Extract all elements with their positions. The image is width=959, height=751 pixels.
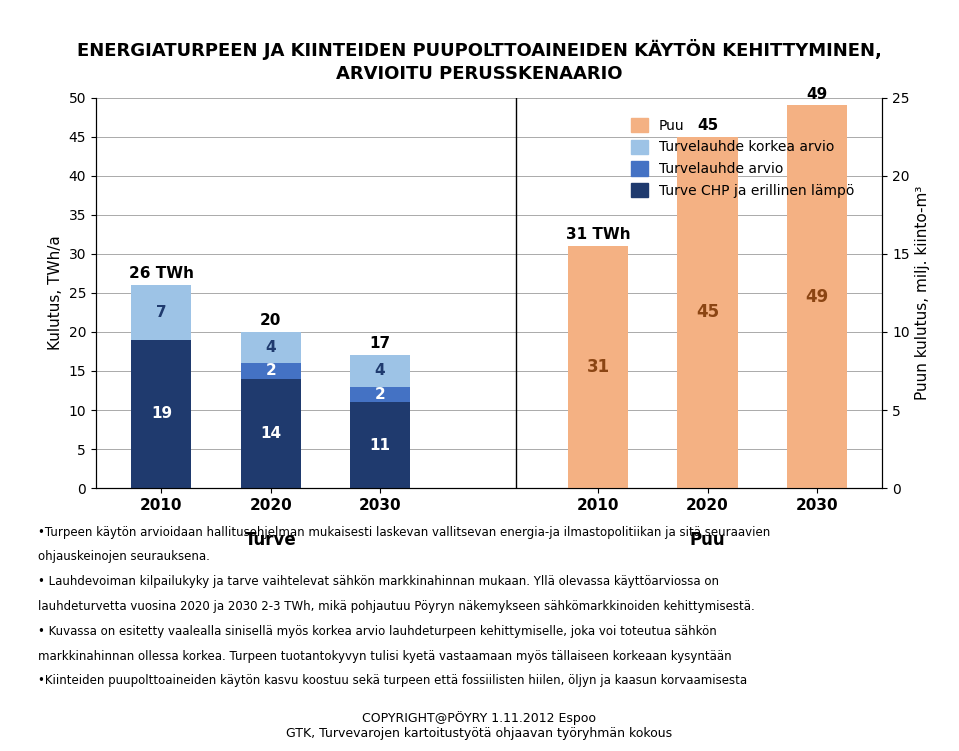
Text: markkinahinnan ollessa korkea. Turpeen tuotantokyvyn tulisi kyetä vastaamaan myö: markkinahinnan ollessa korkea. Turpeen t…: [38, 650, 732, 662]
Bar: [131, 339, 192, 488]
Bar: [131, 285, 192, 339]
Text: 2: 2: [266, 363, 276, 379]
Text: GTK, Turvevarojen kartoitustyötä ohjaavan työryhmän kokous: GTK, Turvevarojen kartoitustyötä ohjaava…: [287, 727, 672, 740]
Y-axis label: Kulutus, TWh/a: Kulutus, TWh/a: [48, 236, 63, 350]
Text: 31: 31: [587, 358, 610, 376]
Text: Turve: Turve: [245, 531, 296, 549]
Bar: [350, 387, 409, 403]
Text: 11: 11: [369, 438, 390, 453]
Text: 45: 45: [697, 118, 718, 133]
Text: Puu: Puu: [690, 531, 725, 549]
Bar: [241, 379, 301, 488]
Text: COPYRIGHT@PÖYRY 1.11.2012 Espoo: COPYRIGHT@PÖYRY 1.11.2012 Espoo: [363, 710, 596, 725]
Bar: [350, 403, 409, 488]
Text: •Kiinteiden puupolttoaineiden käytön kasvu koostuu sekä turpeen että fossiiliste: •Kiinteiden puupolttoaineiden käytön kas…: [38, 674, 747, 687]
Text: ohjauskeinojen seurauksena.: ohjauskeinojen seurauksena.: [38, 550, 210, 563]
Text: 49: 49: [807, 86, 828, 101]
Text: 2: 2: [375, 387, 386, 402]
Bar: [241, 332, 301, 363]
Legend: Puu, Turvelauhde korkea arvio, Turvelauhde arvio, Turve CHP ja erillinen lämpö: Puu, Turvelauhde korkea arvio, Turvelauh…: [625, 113, 859, 204]
Text: lauhdeturvetta vuosina 2020 ja 2030 2-3 TWh, mikä pohjautuu Pöyryn näkemykseen s: lauhdeturvetta vuosina 2020 ja 2030 2-3 …: [38, 600, 755, 613]
Text: 7: 7: [156, 305, 167, 320]
Text: 31 TWh: 31 TWh: [566, 227, 631, 242]
Text: • Kuvassa on esitetty vaalealla sinisellä myös korkea arvio lauhdeturpeen kehitt: • Kuvassa on esitetty vaalealla sinisell…: [38, 625, 717, 638]
Text: • Lauhdevoiman kilpailukyky ja tarve vaihtelevat sähkön markkinahinnan mukaan. Y: • Lauhdevoiman kilpailukyky ja tarve vai…: [38, 575, 719, 588]
Bar: [350, 355, 409, 387]
Text: 19: 19: [151, 406, 172, 421]
Bar: [569, 246, 628, 488]
Text: •Turpeen käytön arvioidaan hallitusohjelman mukaisesti laskevan vallitsevan ener: •Turpeen käytön arvioidaan hallitusohjel…: [38, 526, 771, 538]
Bar: [786, 105, 847, 488]
Text: 45: 45: [696, 303, 719, 321]
Text: 14: 14: [260, 426, 281, 441]
Text: 4: 4: [375, 363, 386, 379]
Text: 26 TWh: 26 TWh: [129, 266, 194, 281]
Text: ARVIOITU PERUSSKENAARIO: ARVIOITU PERUSSKENAARIO: [337, 65, 622, 83]
Text: 17: 17: [369, 336, 390, 351]
Bar: [677, 137, 737, 488]
Y-axis label: Puun kulutus, milj. kiinto-m³: Puun kulutus, milj. kiinto-m³: [915, 185, 930, 400]
Bar: [241, 363, 301, 379]
Text: 4: 4: [266, 340, 276, 355]
Text: 20: 20: [260, 313, 281, 328]
Text: ENERGIATURPEEN JA KIINTEIDEN PUUPOLTTOAINEIDEN KÄYTÖN KEHITTYMINEN,: ENERGIATURPEEN JA KIINTEIDEN PUUPOLTTOAI…: [77, 39, 882, 60]
Text: 49: 49: [806, 288, 829, 306]
